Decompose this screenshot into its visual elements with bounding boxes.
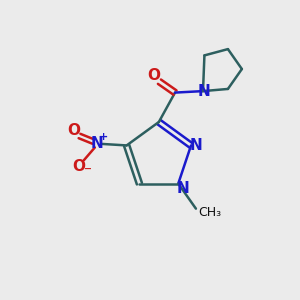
Text: N: N — [91, 136, 103, 152]
Text: N: N — [176, 182, 189, 196]
Text: O: O — [147, 68, 160, 83]
Text: O: O — [67, 123, 80, 138]
Text: CH₃: CH₃ — [198, 206, 221, 219]
Text: N: N — [198, 85, 211, 100]
Text: +: + — [99, 133, 108, 142]
Text: N: N — [190, 138, 203, 153]
Text: O: O — [72, 158, 85, 173]
Text: ⁻: ⁻ — [84, 165, 92, 180]
